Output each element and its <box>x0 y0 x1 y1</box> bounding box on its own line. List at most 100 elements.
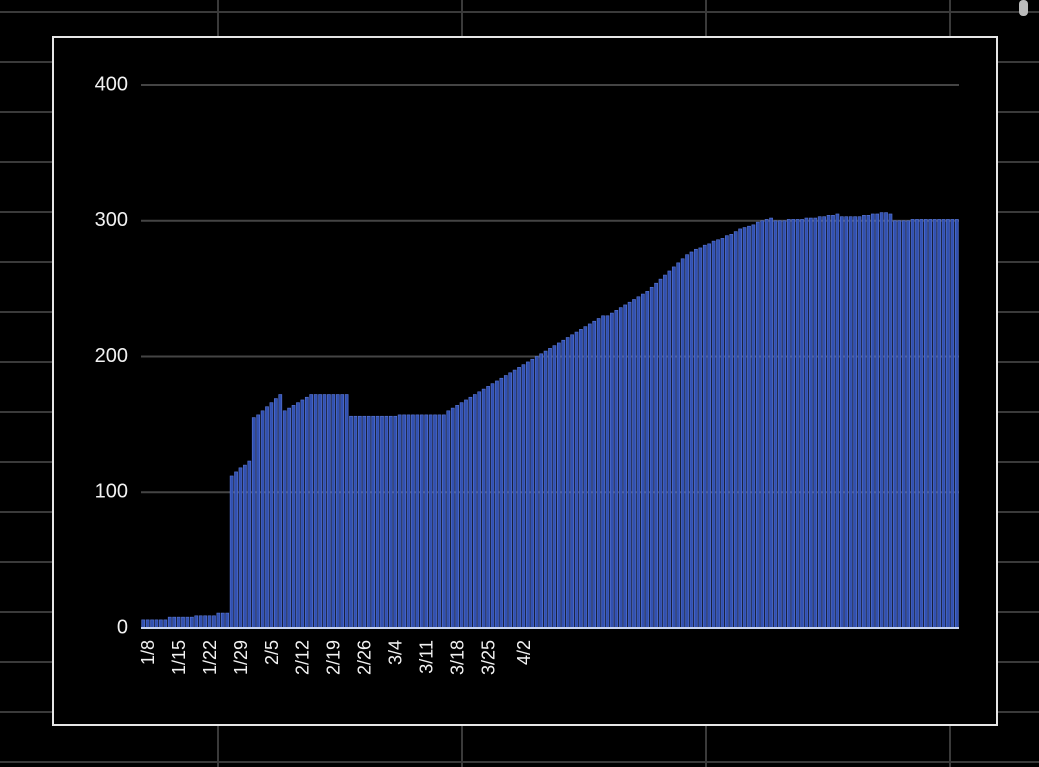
bar <box>296 402 300 629</box>
bar <box>778 220 782 629</box>
bar <box>627 301 632 629</box>
bar <box>176 616 181 629</box>
bar <box>676 262 681 629</box>
bar <box>150 619 154 629</box>
bar <box>884 212 888 629</box>
bar <box>906 220 910 629</box>
bar <box>698 247 703 629</box>
bar <box>521 364 526 629</box>
bar <box>154 619 159 629</box>
bar <box>397 414 402 629</box>
bar <box>937 219 941 629</box>
bar <box>733 231 738 629</box>
bar <box>300 399 305 629</box>
bar <box>464 399 468 629</box>
bar <box>601 315 605 629</box>
bar <box>304 396 309 629</box>
bar <box>433 414 437 629</box>
bar <box>362 415 367 629</box>
bar <box>499 377 504 629</box>
bar <box>495 380 499 629</box>
x-tick-label: 2/5 <box>262 640 282 665</box>
bar <box>393 415 398 629</box>
bar <box>729 234 734 629</box>
bar <box>755 221 760 629</box>
scrollbar[interactable] <box>1019 0 1028 16</box>
x-tick-label: 2/26 <box>355 640 375 675</box>
bar <box>853 216 857 629</box>
bar <box>309 394 314 629</box>
bar <box>879 212 884 629</box>
bar <box>424 414 429 629</box>
bar <box>610 312 614 629</box>
bar <box>645 291 650 629</box>
bar <box>446 410 451 629</box>
x-tick-label: 1/8 <box>138 640 158 665</box>
bar <box>282 410 287 629</box>
bar <box>848 216 853 629</box>
bar <box>923 219 928 629</box>
bar <box>274 398 278 629</box>
bar <box>596 318 601 629</box>
bar <box>291 405 296 629</box>
bar <box>694 248 698 629</box>
bar <box>269 402 274 629</box>
bar <box>163 619 168 629</box>
bar <box>623 304 628 629</box>
bar <box>813 217 818 629</box>
x-tick-label: 2/12 <box>293 640 313 675</box>
bar <box>442 414 446 629</box>
bar <box>932 219 937 629</box>
bar <box>543 350 548 629</box>
bar <box>203 615 207 629</box>
x-tick-label: 4/2 <box>514 640 534 665</box>
bar <box>185 616 190 629</box>
bar <box>658 278 663 629</box>
bar <box>247 460 252 629</box>
bar <box>663 274 667 629</box>
bar <box>225 612 230 629</box>
bar <box>760 220 765 629</box>
bar <box>472 394 477 629</box>
bar <box>707 243 712 629</box>
bar <box>725 235 729 629</box>
bar <box>839 216 844 629</box>
bar <box>238 467 243 629</box>
bar <box>344 394 349 629</box>
bar <box>738 228 742 629</box>
bar <box>574 331 579 629</box>
bar <box>826 215 831 629</box>
bar <box>769 217 773 629</box>
bar <box>322 394 327 629</box>
y-tick-label: 400 <box>95 73 128 95</box>
bar <box>141 619 146 629</box>
bar <box>366 415 371 629</box>
bar <box>167 616 172 629</box>
bar <box>335 394 340 629</box>
bar <box>526 361 530 629</box>
bar <box>486 386 490 629</box>
bar <box>512 369 517 629</box>
x-tick-label: 3/4 <box>386 640 406 665</box>
bar <box>570 334 574 629</box>
bar <box>159 619 163 629</box>
bar <box>561 339 566 629</box>
bar <box>406 414 411 629</box>
bar <box>667 270 672 629</box>
bar <box>198 615 203 629</box>
bar <box>822 216 826 629</box>
bar <box>751 224 756 629</box>
bar <box>689 251 694 629</box>
bar <box>181 616 185 629</box>
bar <box>278 394 283 629</box>
bar <box>145 619 150 629</box>
bar <box>773 220 778 629</box>
bar <box>835 213 840 629</box>
bar <box>671 266 676 629</box>
plot: 0 100 200 300 400 1/8 1/15 1/22 1/29 2/5 2/12 2/19 2… <box>95 73 959 675</box>
bar <box>517 367 521 629</box>
bar <box>455 405 459 629</box>
y-tick-label: 300 <box>95 209 128 231</box>
bar <box>207 615 212 629</box>
bar <box>313 394 318 629</box>
